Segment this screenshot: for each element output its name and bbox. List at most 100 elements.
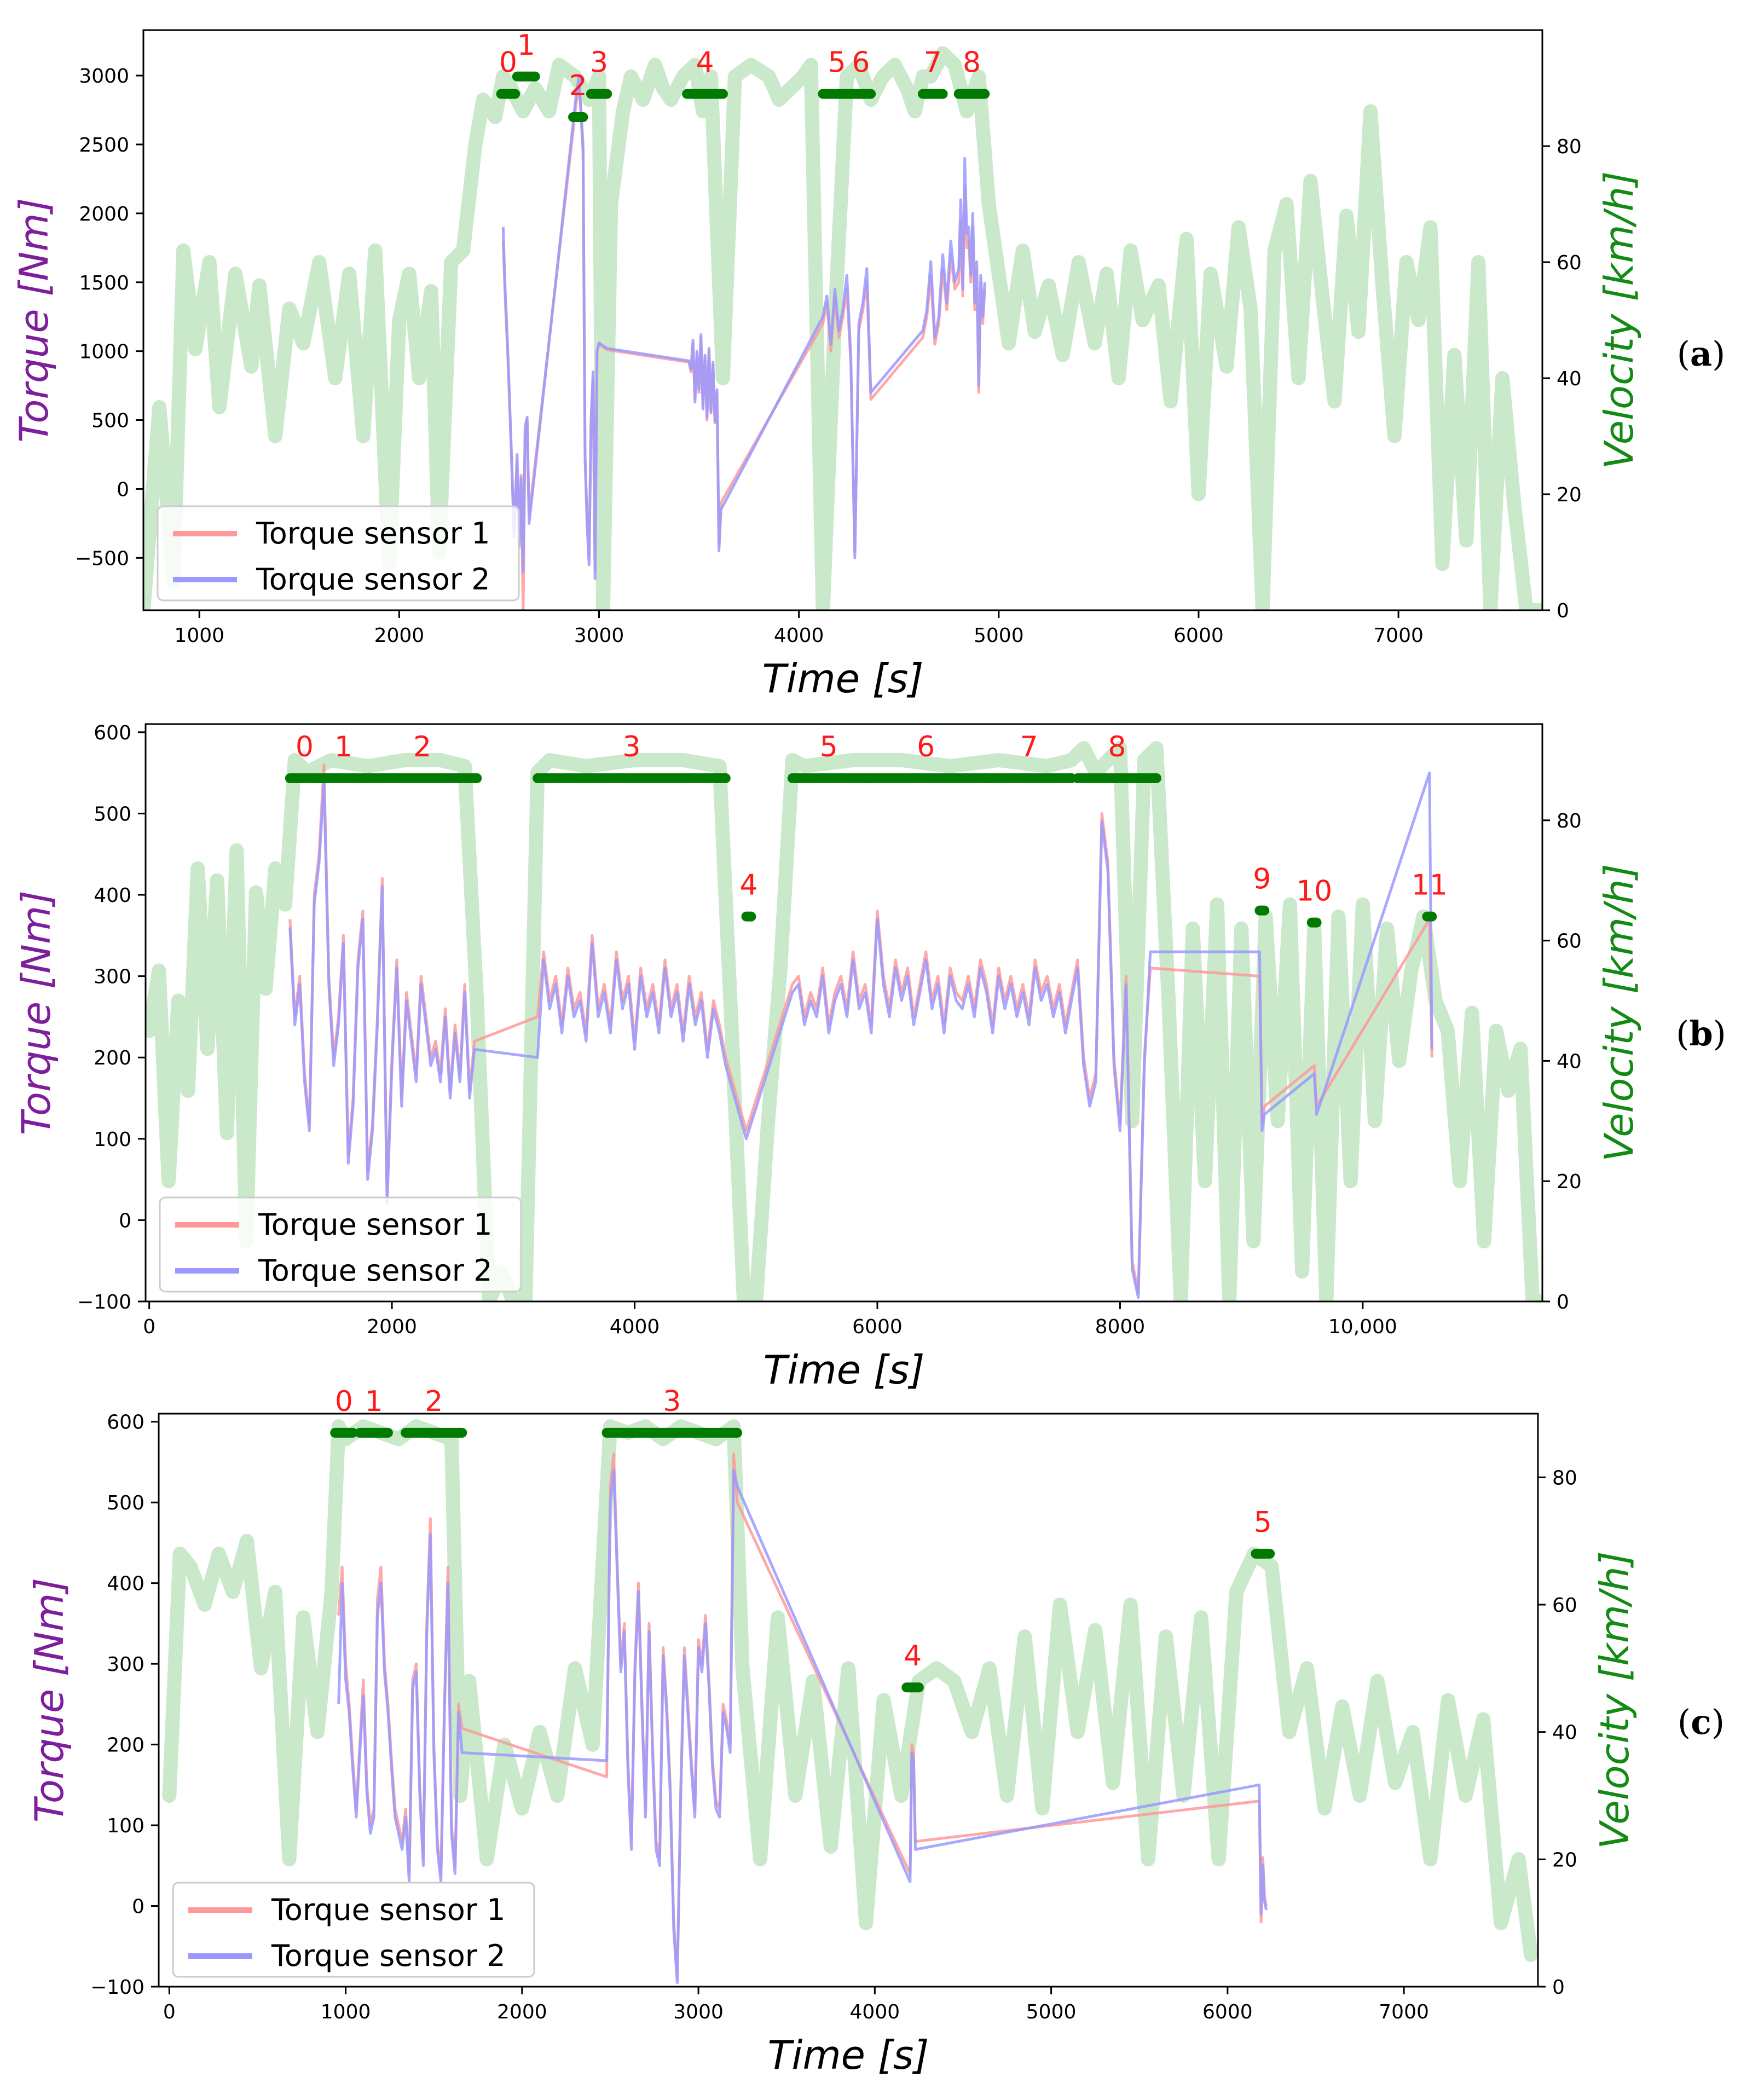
segment-label-3: 3 [622,731,640,763]
segment-label-3: 3 [663,1385,681,1418]
legend: Torque sensor 1 Torque sensor 2 [172,1882,535,1978]
segment-label-2: 2 [425,1385,443,1418]
panel-label-open-paren: ( [1678,1702,1691,1742]
y-left-tick-label: 1500 [79,272,129,294]
panel-label-letter: c [1691,1702,1711,1742]
x-tick-label: 3000 [673,2001,724,2023]
panel-label-close-paren: ) [1713,1014,1726,1054]
torque-sensor-2-line [288,771,1433,1299]
y-left-tick-label: 100 [107,1815,144,1837]
y-right-tick-label: 60 [1557,252,1582,274]
y-left-tick-label: −100 [90,1976,144,1999]
y-left-tick-label: 0 [117,478,129,501]
y-left-tick-label: 500 [107,1492,144,1514]
x-tick-label: 4000 [610,1316,660,1338]
segment-label-6: 6 [852,47,870,79]
y-left-tick-label: 2000 [79,203,129,225]
axes-frame [144,723,1543,1303]
segment-label-9: 9 [1253,863,1271,896]
y-right-tick-label: 20 [1557,1171,1582,1193]
y-left-tick-label: 200 [94,1047,131,1069]
segment-label-5: 5 [820,731,838,763]
x-tick-label: 0 [163,2001,176,2023]
x-tick-label: 2000 [374,624,425,647]
legend-box [159,1196,522,1293]
y-left-tick-label: −500 [75,547,129,570]
segment-label-1: 1 [517,29,535,62]
x-tick-label: 6000 [852,1316,903,1338]
segment-label-8: 8 [963,47,981,79]
segment-label-11: 11 [1412,869,1448,902]
chart-panel-b: 0 1 2 345 6 7 89 10 110 2000 4000 6000 8000 10,000−10… [13,722,1726,1393]
segment-label-7: 7 [1020,731,1038,763]
torque-sensor-2-line [501,74,986,580]
segment-label-2: 2 [569,70,587,102]
panel-label-open-paren: ( [1676,1014,1689,1054]
segment-label-5: 5 [1254,1506,1272,1539]
x-tick-label: 2000 [367,1316,417,1338]
segment-label-4: 4 [904,1640,922,1673]
x-axis-label: Time [s] [764,1347,925,1393]
y-left-tick-label: 600 [94,722,131,744]
y-right-tick-label: 80 [1557,810,1582,832]
y-left-tick-label: 100 [94,1129,131,1151]
x-tick-label: 7000 [1379,2001,1429,2023]
plot-area [143,46,1542,610]
legend-entry-2: Torque sensor 2 [258,1253,492,1288]
y-right-tick-label: 0 [1557,600,1569,622]
segment-label-0: 0 [296,731,314,763]
panel-label-open-paren: ( [1677,334,1690,374]
x-tick-label: 4000 [850,2001,900,2023]
y-right-tick-label: 40 [1557,1050,1582,1073]
x-tick-label: 6000 [1173,624,1224,647]
y-left-tick-label: 3000 [79,65,129,88]
y-right-tick-label: 20 [1552,1849,1577,1871]
segment-label-1: 1 [365,1385,383,1418]
legend-entry-1: Torque sensor 1 [271,1893,505,1927]
torque-sensor-1-line [501,88,986,610]
y-left-tick-label: 2500 [79,134,129,157]
y-left-tick-label: −100 [77,1291,131,1314]
x-tick-label: 1000 [174,624,224,647]
velocity-line [146,741,1542,1301]
legend-box [157,505,520,601]
y-right-tick-label: 80 [1557,136,1582,158]
velocity-line [143,46,1542,610]
x-tick-label: 4000 [774,624,824,647]
y-left-tick-label: 300 [94,966,131,988]
y-left-tick-label: 500 [91,410,129,432]
x-tick-label: 5000 [974,624,1024,647]
x-tick-label: 1000 [321,2001,371,2023]
y-right-tick-label: 40 [1557,368,1582,390]
y-right-axis-label: Velocity [km/h] [1596,864,1642,1162]
plot-area [146,741,1542,1301]
x-tick-label: 8000 [1095,1316,1146,1338]
y-left-tick-label: 200 [107,1734,144,1757]
segment-label-6: 6 [917,731,935,763]
y-left-tick-label: 400 [107,1573,144,1595]
axes-frame [142,29,1543,611]
velocity-line [162,1419,1538,1962]
y-right-tick-label: 80 [1552,1467,1577,1489]
x-tick-label: 3000 [574,624,624,647]
segment-label-4: 4 [739,869,757,902]
y-left-tick-label: 500 [94,803,131,825]
y-right-axis-label: Velocity [km/h] [1596,171,1642,470]
segment-label-8: 8 [1108,731,1126,763]
segment-label-5: 5 [828,47,846,79]
y-left-tick-label: 0 [119,1210,131,1232]
x-tick-label: 7000 [1373,624,1424,647]
segment-label-0: 0 [335,1385,353,1418]
y-left-tick-label: 300 [107,1653,144,1676]
segment-label-4: 4 [696,47,714,79]
x-tick-label: 10,000 [1328,1316,1397,1338]
panel-label-close-paren: ) [1711,1702,1725,1742]
segment-label-2: 2 [413,731,431,763]
y-left-tick-label: 0 [132,1896,144,1918]
legend-entry-1: Torque sensor 1 [256,516,490,551]
y-right-tick-label: 40 [1552,1722,1577,1744]
